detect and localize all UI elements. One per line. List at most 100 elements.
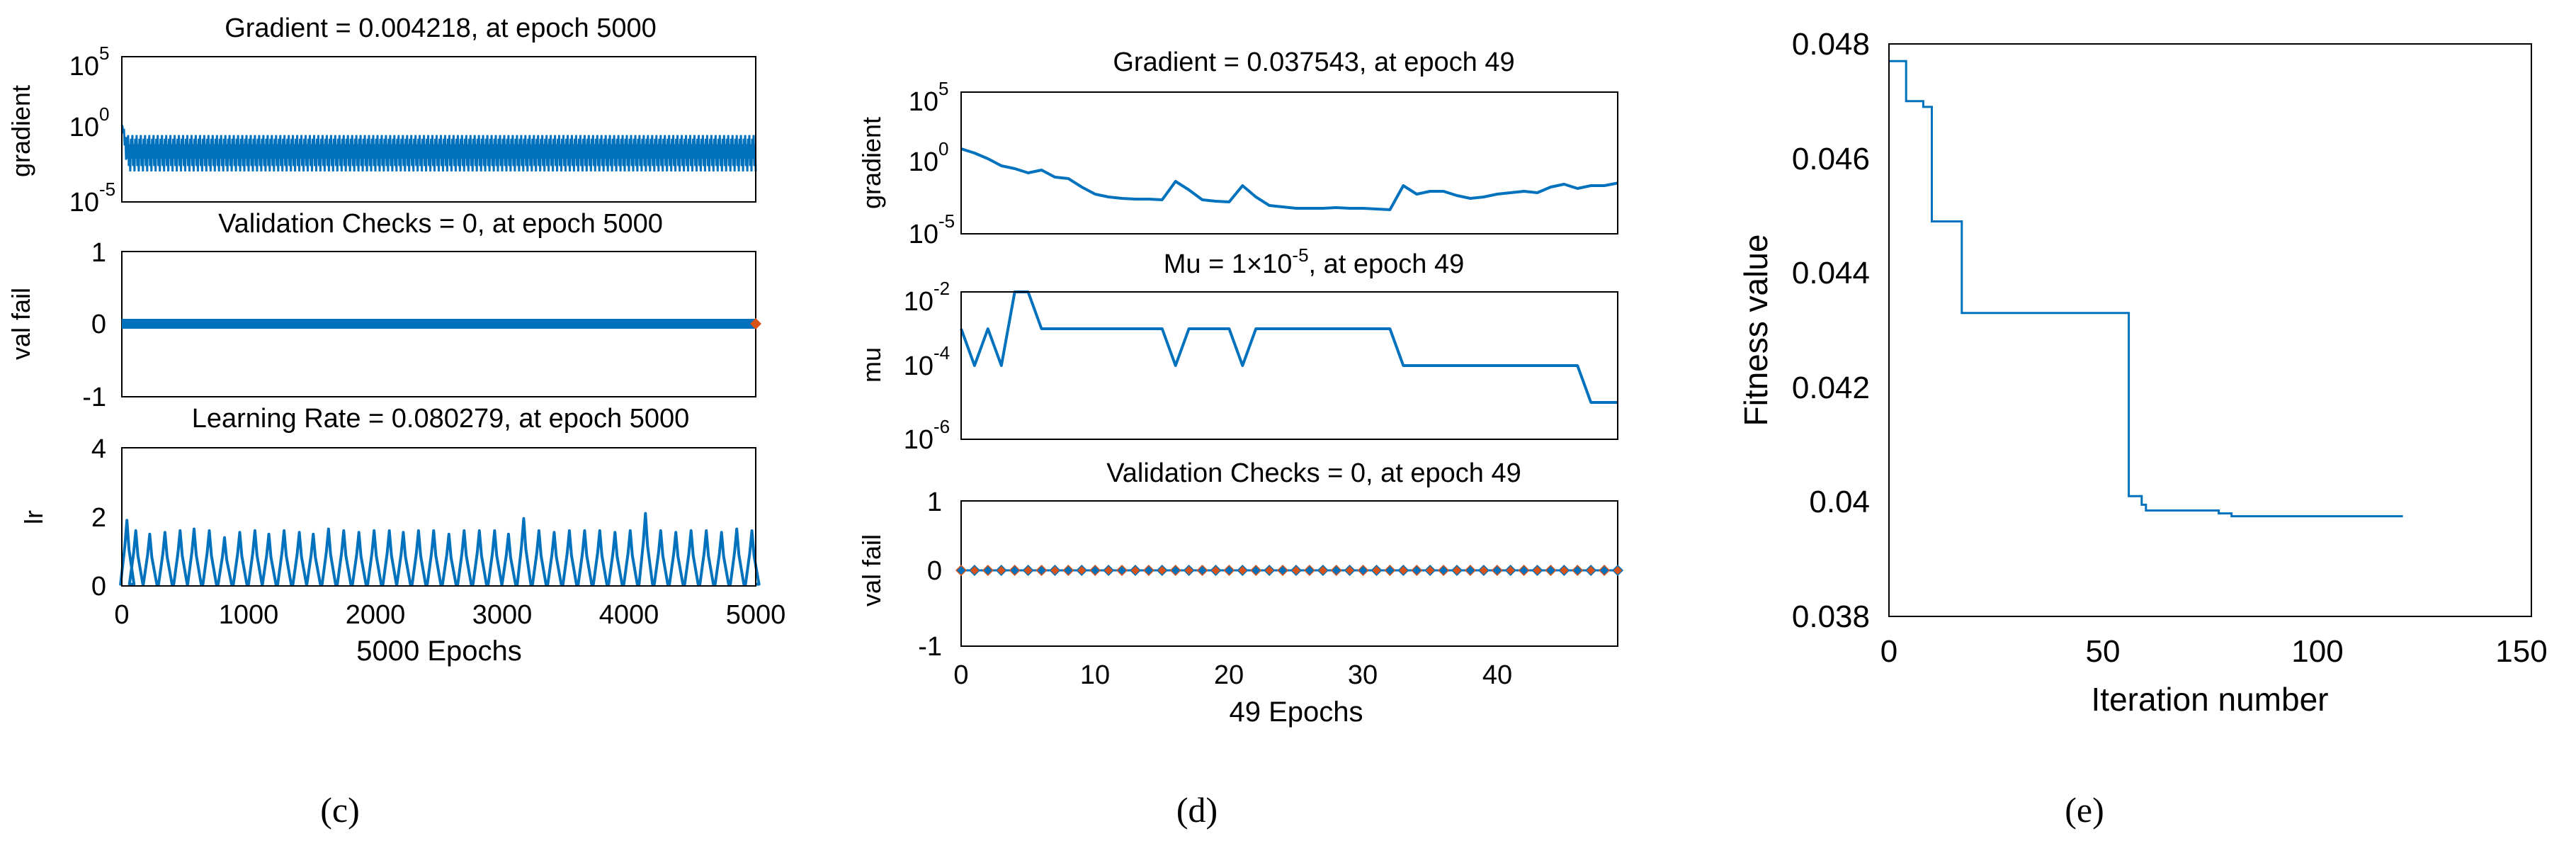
e-ytick-0.046: 0.046 bbox=[1792, 142, 1870, 176]
panel-d-label: (d) bbox=[1176, 790, 1218, 830]
d-xtick-10: 10 bbox=[1080, 660, 1110, 690]
d-mu-axes bbox=[960, 291, 1618, 440]
c-gradient-ylabel: gradient bbox=[6, 85, 35, 177]
e-ytick-0.038: 0.038 bbox=[1792, 599, 1870, 634]
d-valfail-marker bbox=[1129, 564, 1142, 577]
panel-e-label: (e) bbox=[2065, 790, 2104, 830]
d-valfail-marker bbox=[1491, 564, 1503, 577]
c-valfail-subplot: Validation Checks = 0, at epoch 5000 val… bbox=[6, 209, 761, 412]
c-lr-ylabel: lr bbox=[19, 510, 48, 524]
d-valfail-marker bbox=[1303, 564, 1315, 577]
c-lr-ytick-2: 2 bbox=[91, 503, 106, 533]
d-gradient-subplot: Gradient = 0.037543, at epoch 49 gradien… bbox=[857, 47, 1618, 249]
d-valfail-marker bbox=[1572, 564, 1584, 577]
d-gradient-series bbox=[960, 147, 1618, 211]
panel-c-label: (c) bbox=[320, 790, 360, 830]
d-valfail-marker bbox=[1411, 564, 1423, 577]
e-fitness-line bbox=[1889, 60, 2403, 518]
svg-text:-6: -6 bbox=[934, 416, 950, 437]
c-lr-subplot: Learning Rate = 0.080279, at epoch 5000 … bbox=[19, 404, 785, 667]
d-valfail-marker bbox=[1585, 564, 1597, 577]
d-xtick-40: 40 bbox=[1482, 660, 1512, 690]
svg-text:0: 0 bbox=[99, 103, 109, 125]
svg-text:-4: -4 bbox=[934, 342, 950, 363]
c-xtick-4000: 4000 bbox=[599, 600, 659, 630]
d-xtick-30: 30 bbox=[1348, 660, 1378, 690]
d-valfail-marker bbox=[1599, 564, 1611, 577]
c-valfail-title: Validation Checks = 0, at epoch 5000 bbox=[218, 209, 663, 239]
d-valfail-marker bbox=[1611, 564, 1624, 577]
c-gradient-subplot: Gradient = 0.004218, at epoch 5000 gradi… bbox=[6, 13, 757, 218]
d-valfail-marker bbox=[1196, 564, 1208, 577]
d-valfail-marker bbox=[1223, 564, 1235, 577]
panel-e: Fitness value 0.048 0.046 0.044 0.042 0.… bbox=[1737, 27, 2548, 830]
d-valfail-markers bbox=[955, 564, 1624, 577]
d-valfail-marker bbox=[1344, 564, 1356, 577]
c-lr-series bbox=[119, 512, 761, 586]
d-valfail-marker bbox=[1504, 564, 1516, 577]
e-xlabel: Iteration number bbox=[2092, 681, 2329, 718]
e-ylabel: Fitness value bbox=[1737, 234, 1774, 426]
panel-c: Gradient = 0.004218, at epoch 5000 gradi… bbox=[6, 13, 785, 830]
d-gradient-ytick-1e5: 10 5 bbox=[909, 78, 949, 117]
d-valfail-marker bbox=[1035, 564, 1048, 577]
d-valfail-ylabel: val fail bbox=[857, 534, 886, 606]
svg-text:10: 10 bbox=[909, 87, 938, 117]
e-xtick-100: 100 bbox=[2291, 634, 2343, 669]
d-valfail-marker bbox=[1103, 564, 1115, 577]
d-valfail-marker bbox=[1156, 564, 1168, 577]
c-lr-ytick-4: 4 bbox=[91, 434, 106, 464]
d-valfail-marker bbox=[1250, 564, 1262, 577]
c-xtick-5000: 5000 bbox=[726, 600, 786, 630]
d-valfail-marker bbox=[1451, 564, 1463, 577]
c-xtick-2000: 2000 bbox=[346, 600, 406, 630]
c-xtick-3000: 3000 bbox=[472, 600, 533, 630]
svg-text:10: 10 bbox=[904, 351, 934, 381]
d-valfail-subplot: Validation Checks = 0, at epoch 49 val f… bbox=[857, 458, 1624, 728]
e-ytick-0.042: 0.042 bbox=[1792, 371, 1870, 405]
d-gradient-ytick-1e-5: 10 -5 bbox=[909, 210, 955, 249]
svg-text:-5: -5 bbox=[99, 179, 115, 200]
c-gradient-axes bbox=[121, 56, 756, 203]
d-valfail-marker bbox=[1558, 564, 1570, 577]
d-xtick-20: 20 bbox=[1214, 660, 1244, 690]
d-gradient-title: Gradient = 0.037543, at epoch 49 bbox=[1113, 47, 1514, 77]
c-lr-ytick-0: 0 bbox=[91, 572, 106, 602]
c-lr-title: Learning Rate = 0.080279, at epoch 5000 bbox=[192, 404, 690, 434]
svg-text:0: 0 bbox=[938, 138, 948, 159]
c-lr-axes bbox=[121, 447, 756, 587]
d-valfail-marker bbox=[1089, 564, 1101, 577]
d-valfail-marker bbox=[1437, 564, 1450, 577]
c-valfail-ytick-neg1: -1 bbox=[82, 383, 106, 412]
d-valfail-marker bbox=[1142, 564, 1154, 577]
d-valfail-marker bbox=[1317, 564, 1329, 577]
svg-text:10: 10 bbox=[69, 188, 99, 218]
svg-text:5: 5 bbox=[938, 78, 948, 99]
svg-text:-5: -5 bbox=[938, 210, 955, 232]
d-valfail-marker bbox=[1076, 564, 1088, 577]
c-gradient-ytick-1e0: 10 0 bbox=[69, 103, 110, 142]
d-valfail-marker bbox=[1424, 564, 1436, 577]
d-mu-title: Mu = 1×10-5, at epoch 49 bbox=[1164, 244, 1465, 279]
d-mu-ytick-1e-6: 10 -6 bbox=[904, 416, 950, 455]
c-gradient-title: Gradient = 0.004218, at epoch 5000 bbox=[225, 13, 657, 43]
c-gradient-line bbox=[120, 124, 757, 171]
d-valfail-marker bbox=[1276, 564, 1289, 577]
d-valfail-marker bbox=[1397, 564, 1409, 577]
e-ytick-0.048: 0.048 bbox=[1792, 27, 1870, 62]
d-valfail-marker bbox=[1290, 564, 1303, 577]
d-valfail-ytick-neg1: -1 bbox=[918, 632, 942, 662]
d-valfail-marker bbox=[1237, 564, 1249, 577]
d-gradient-ylabel: gradient bbox=[857, 117, 886, 209]
d-valfail-marker bbox=[1477, 564, 1490, 577]
d-valfail-marker bbox=[1116, 564, 1128, 577]
svg-text:10: 10 bbox=[909, 147, 938, 177]
d-mu-ylabel: mu bbox=[857, 347, 886, 383]
d-valfail-ytick-0: 0 bbox=[927, 556, 942, 586]
d-mu-line bbox=[960, 290, 1618, 404]
svg-text:5: 5 bbox=[99, 43, 109, 64]
d-valfail-marker bbox=[968, 564, 980, 577]
c-xtick-0: 0 bbox=[114, 600, 129, 630]
c-xlabel: 5000 Epochs bbox=[356, 636, 522, 667]
